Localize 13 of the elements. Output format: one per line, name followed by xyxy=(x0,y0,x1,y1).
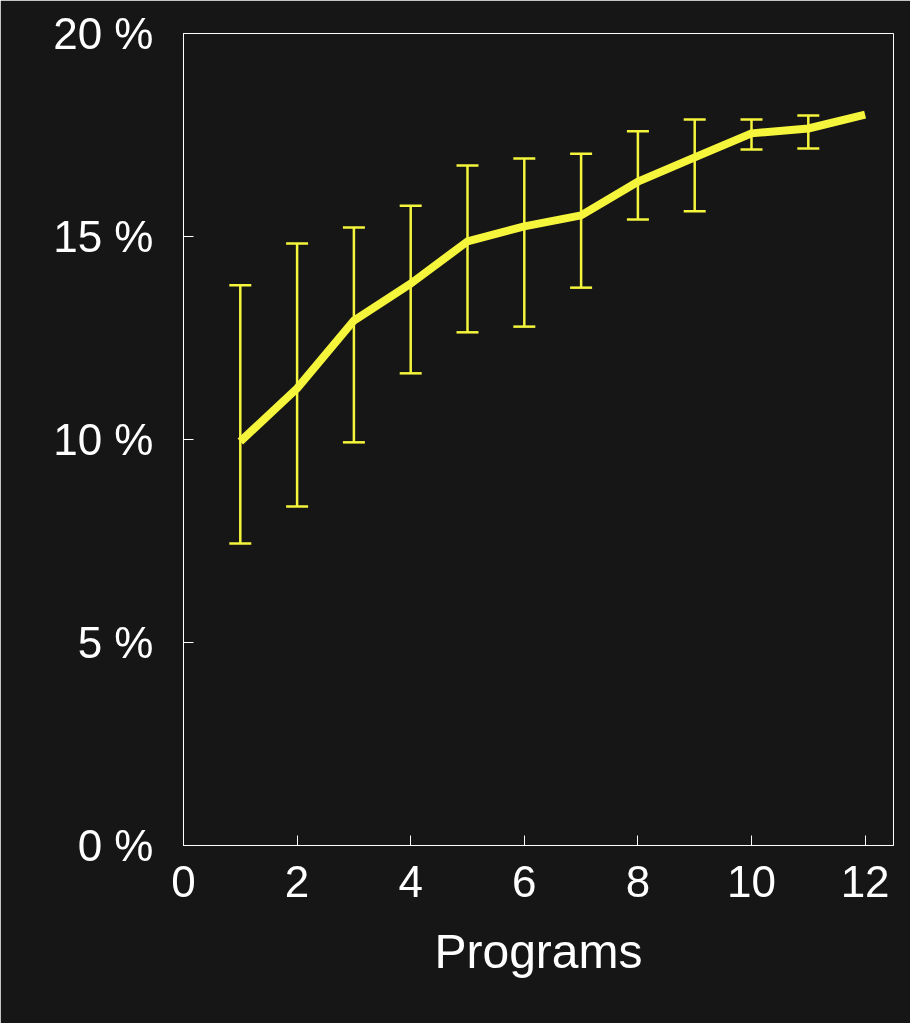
y-tick-label: 5 % xyxy=(77,618,154,667)
y-tick-label: 20 % xyxy=(53,9,154,58)
y-tick-label: 10 % xyxy=(53,415,154,464)
x-tick-label: 8 xyxy=(625,856,651,906)
x-tick-label: 10 xyxy=(727,856,776,906)
x-tick-label: 2 xyxy=(284,856,310,906)
y-tick-label: 0 % xyxy=(77,821,154,870)
x-tick-label: 6 xyxy=(512,856,537,906)
y-tick-label: 15 % xyxy=(53,212,154,261)
x-tick-label: 12 xyxy=(840,856,890,906)
x-tick-label: 4 xyxy=(398,856,423,906)
x-axis-title: Programs xyxy=(434,924,643,978)
x-tick-label: 0 xyxy=(171,856,196,906)
